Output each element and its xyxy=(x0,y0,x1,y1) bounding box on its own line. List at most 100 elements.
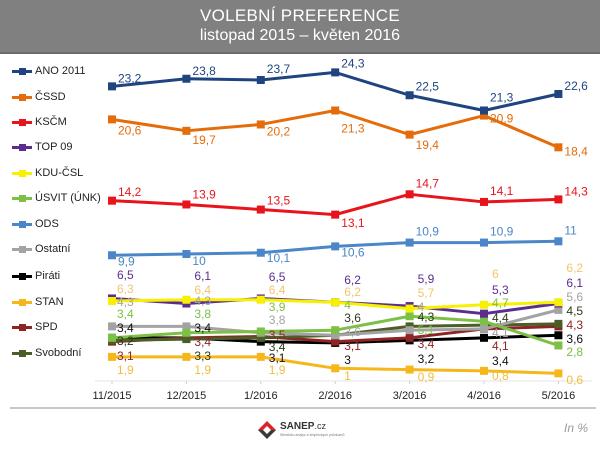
data-label-ods: 10,9 xyxy=(416,225,440,239)
data-label-kscm: 13,9 xyxy=(192,188,216,202)
data-point xyxy=(405,190,414,199)
data-point xyxy=(480,366,488,375)
data-label-kscm: 14,1 xyxy=(490,184,514,198)
data-point xyxy=(256,76,265,85)
series-ano-2011 xyxy=(108,68,563,115)
data-point xyxy=(108,333,116,342)
data-point xyxy=(108,251,116,260)
unit-note: In % xyxy=(563,421,588,435)
data-label-kscm: 13,5 xyxy=(267,194,291,208)
data-point xyxy=(182,74,191,83)
data-point xyxy=(331,331,340,340)
legend-item-pirati: Piráti xyxy=(12,269,60,283)
data-point xyxy=(256,352,265,361)
data-label-svobodni: 3,4 xyxy=(269,340,286,354)
data-point xyxy=(554,143,563,152)
legend-item-spd: SPD xyxy=(12,320,58,334)
x-tick-label: 5/2016 xyxy=(542,390,576,402)
data-point xyxy=(331,106,340,115)
data-point xyxy=(108,82,116,91)
data-label-top-09: 5,9 xyxy=(418,272,435,286)
legend-swatch-icon xyxy=(12,295,32,309)
data-point xyxy=(256,327,265,336)
data-label-pirati: 3,4 xyxy=(117,321,134,335)
legend-label: KSČM xyxy=(35,116,67,128)
data-label-kdu-csl: 6 xyxy=(492,267,499,281)
series-kscm xyxy=(108,190,563,219)
sanep-logo: SANEP.cz Středisko analýz a empirických … xyxy=(256,418,366,442)
data-point xyxy=(331,242,340,251)
data-label-ostatni: 4,3 xyxy=(194,294,211,308)
data-label-ods: 10 xyxy=(192,254,206,268)
legend-swatch-icon xyxy=(12,217,32,231)
data-point xyxy=(182,200,191,209)
data-point xyxy=(554,319,563,328)
logo-suffix: .cz xyxy=(314,421,326,431)
series-cssd xyxy=(108,106,563,152)
data-label-kdu-csl: 6,2 xyxy=(344,285,361,299)
data-label-ostatni: 5,6 xyxy=(566,290,583,304)
data-label-ostatni: 3,6 xyxy=(344,325,361,339)
data-point xyxy=(182,250,191,258)
data-label-cssd: 21,3 xyxy=(341,122,365,136)
legend-swatch-icon xyxy=(12,242,32,256)
logo-tagline: Středisko analýz a empirických průzkumů xyxy=(280,433,345,437)
data-label-kscm: 13,1 xyxy=(341,216,365,230)
legend-swatch-icon xyxy=(12,269,32,283)
data-label-ods: 10,9 xyxy=(490,225,514,239)
data-point xyxy=(554,369,563,378)
data-label-cssd: 20,2 xyxy=(267,125,291,139)
data-label-ods: 11 xyxy=(564,223,577,237)
data-point xyxy=(108,352,116,361)
data-point xyxy=(480,106,488,115)
legend-swatch-icon xyxy=(12,166,32,180)
data-point xyxy=(182,335,191,344)
x-tick-label: 1/2016 xyxy=(244,390,278,402)
data-label-svobodni: 3,3 xyxy=(194,349,211,363)
data-label-stan: 1,9 xyxy=(194,363,211,377)
data-label-pirati: 3,1 xyxy=(269,351,286,365)
data-label-usvit-unk: 4 xyxy=(344,298,351,312)
data-point xyxy=(554,89,563,98)
data-label-stan: 1 xyxy=(344,369,351,383)
data-point xyxy=(182,295,191,304)
data-label-spd: 3,4 xyxy=(418,337,435,351)
data-label-usvit-unk: 3,9 xyxy=(269,300,286,314)
legend-item-stan: STAN xyxy=(12,295,64,309)
legend-swatch-icon xyxy=(12,320,32,334)
data-label-kdu-csl: 6,4 xyxy=(194,283,211,297)
data-point xyxy=(405,326,414,335)
data-label-top-09: 6,1 xyxy=(566,276,583,290)
data-label-kdu-csl: 6,3 xyxy=(117,282,134,296)
data-point xyxy=(554,195,563,204)
data-label-stan: 1,9 xyxy=(117,363,134,377)
logo-name: SANEP xyxy=(280,421,315,432)
data-point xyxy=(554,331,563,340)
legend-label: Piráti xyxy=(35,270,61,282)
data-label-top-09: 6,2 xyxy=(344,273,361,287)
data-label-cssd: 20,9 xyxy=(490,112,514,126)
data-label-stan: 0,6 xyxy=(566,373,583,387)
data-point xyxy=(480,333,488,342)
x-tick-label: 3/2016 xyxy=(393,390,427,402)
legend-item-ods: ODS xyxy=(12,217,59,231)
data-point xyxy=(480,317,488,326)
data-label-cssd: 19,7 xyxy=(192,133,216,147)
data-label-kscm: 14,2 xyxy=(118,185,142,199)
legend-item-top-09: TOP 09 xyxy=(12,140,73,154)
data-label-pirati: 3,2 xyxy=(418,352,435,366)
data-label-ods: 10,6 xyxy=(341,246,365,260)
data-point xyxy=(331,68,340,77)
data-label-ods: 9,9 xyxy=(118,254,135,268)
legend-swatch-icon xyxy=(12,140,32,154)
data-point xyxy=(405,238,414,247)
data-point xyxy=(480,309,488,318)
data-label-ano-2011: 23,2 xyxy=(118,72,142,86)
data-point xyxy=(480,197,488,206)
data-label-svobodni: 4,4 xyxy=(492,311,509,325)
legend-item-usvit-unk: ÚSVIT (ÚNK) xyxy=(12,191,101,205)
data-point xyxy=(256,333,265,342)
data-point xyxy=(331,210,340,219)
legend-swatch-icon xyxy=(12,191,32,205)
legend-item-ano-2011: ANO 2011 xyxy=(12,64,86,78)
